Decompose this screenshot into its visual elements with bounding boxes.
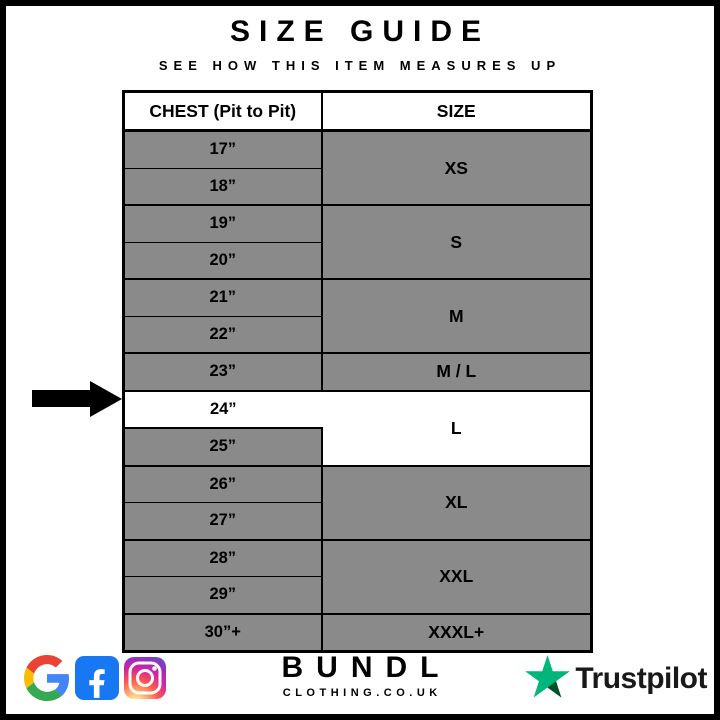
table-row: 17” XS [123, 130, 592, 206]
trustpilot-star-icon [525, 655, 571, 698]
brand-name: BUNDL [281, 651, 452, 684]
table-row: 28” XXL [123, 538, 592, 614]
chest-cell: 21” [123, 278, 322, 317]
selected-size-arrow-icon [32, 381, 122, 417]
chest-cell: 29” [123, 576, 322, 614]
table-row: 21” M [123, 278, 592, 354]
table-row: 23” M / L [123, 352, 592, 391]
social-icons [24, 655, 166, 701]
size-cell: M / L [320, 352, 592, 391]
table-row: 25” [123, 427, 592, 466]
table-row-highlighted: 24” L [123, 389, 592, 466]
size-cell: XXXL+ [320, 612, 592, 652]
trustpilot-logo: Trustpilot [524, 655, 707, 702]
chest-cell: 23” [123, 352, 322, 391]
chest-cell: 19” [123, 204, 322, 243]
chest-cell: 28” [123, 538, 322, 577]
table-header-row: CHEST (Pit to Pit) SIZE [123, 91, 592, 132]
size-cell: M [320, 278, 592, 354]
page-title: SIZE GUIDE [229, 15, 491, 48]
instagram-icon [124, 657, 166, 699]
table-row: 29” [123, 576, 592, 614]
chest-cell: 27” [123, 502, 322, 540]
size-cell: S [320, 204, 592, 280]
table-row: 27” [123, 502, 592, 540]
size-cell: XXL [320, 538, 592, 614]
brand-logo: BUNDL CLOTHING.CO.UK [6, 651, 714, 700]
table-row: 20” [123, 241, 592, 280]
chest-cell: 22” [123, 315, 322, 354]
page-subtitle: SEE HOW THIS ITEM MEASURES UP [158, 58, 562, 73]
size-cell: XS [320, 130, 592, 206]
table-row: 26” XL [123, 464, 592, 540]
chest-cell: 20” [123, 241, 322, 280]
chest-cell: 26” [123, 464, 322, 503]
trustpilot-label: Trustpilot [575, 661, 707, 695]
google-icon [24, 655, 70, 701]
table-row: 30”+ XXXL+ [123, 612, 592, 652]
col-header-chest: CHEST (Pit to Pit) [123, 91, 323, 132]
chest-cell-selected: 24” [123, 389, 322, 429]
size-table: CHEST (Pit to Pit) SIZE 17” XS 18” 19” S… [122, 90, 593, 653]
brand-domain: CLOTHING.CO.UK [282, 687, 442, 699]
table-row: 18” [123, 167, 592, 206]
chest-cell: 17” [123, 130, 322, 169]
chest-cell: 25” [123, 427, 323, 466]
table-row: 19” S [123, 204, 592, 280]
size-cell: XL [320, 464, 592, 540]
chest-cell: 18” [123, 167, 322, 206]
col-header-size: SIZE [321, 91, 592, 132]
size-cell-selected: L [321, 389, 592, 466]
chest-cell: 30”+ [123, 612, 322, 652]
facebook-icon [75, 656, 119, 700]
